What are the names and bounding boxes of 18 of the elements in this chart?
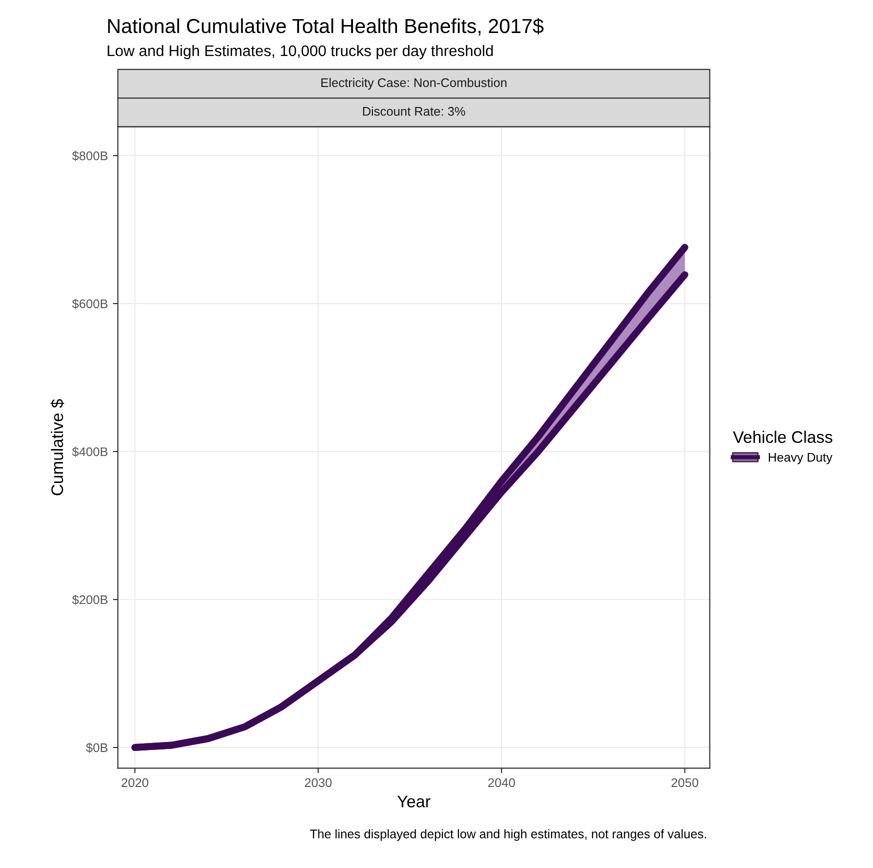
y-tick-label: $0B — [86, 742, 108, 753]
y-tick-label: $400B — [72, 446, 108, 457]
y-tick-label: $600B — [72, 298, 108, 309]
legend-title: Vehicle Class — [732, 430, 832, 443]
x-tick-label: 2050 — [672, 778, 698, 788]
y-axis-title: Cumulative $ — [50, 399, 64, 496]
x-tick-label: 2030 — [304, 778, 332, 788]
text: The lines displayed depict low and high estimates, not ranges of values. — [310, 829, 706, 841]
y-tick-label: $800B — [72, 150, 108, 161]
chart-title: National Cumulative Total Health Benefits, 2017$ — [108, 18, 544, 36]
y-tick-label: $200B — [72, 594, 108, 605]
chart-subtitle: Low and High Estimates, 10,000 trucks per day threshold — [108, 44, 493, 60]
text: Discount Rate: 3% — [363, 106, 466, 116]
text: Electricity Case: Non-Combustion — [321, 78, 506, 90]
x-tick-label: 2040 — [488, 778, 515, 788]
x-tick-label: 2020 — [122, 778, 148, 788]
legend-label: Heavy Duty — [768, 452, 832, 464]
x-axis-title: Year — [397, 796, 430, 808]
